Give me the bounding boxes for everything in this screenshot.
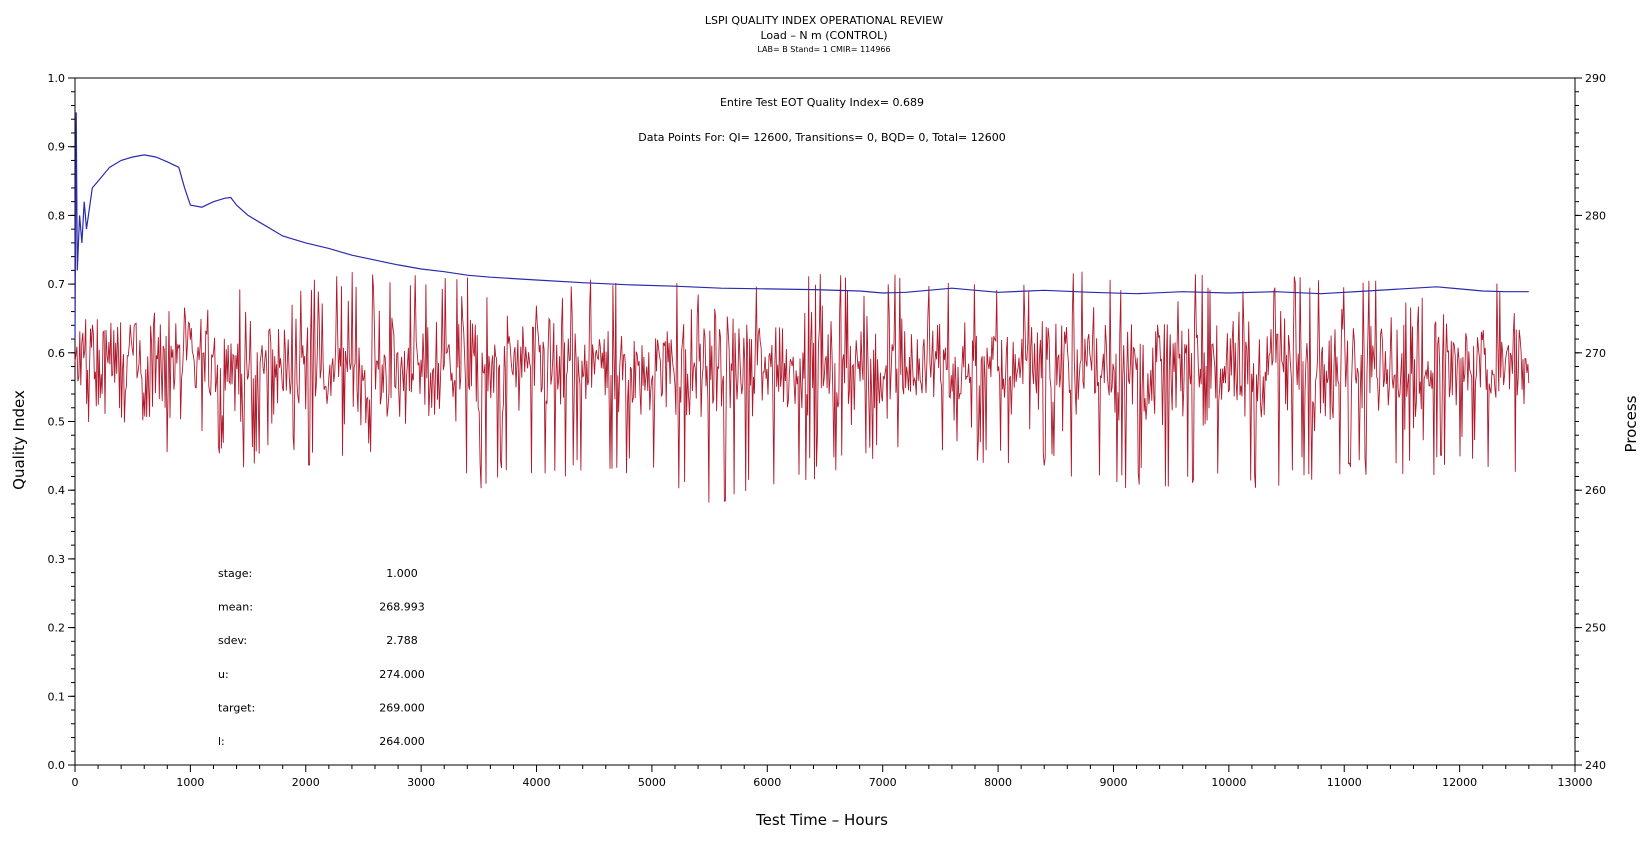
process-line (74, 271, 1530, 503)
stat-value: 268.993 (379, 601, 425, 614)
x-tick-label: 7000 (869, 776, 897, 789)
points-annotation: Data Points For: QI= 12600, Transitions=… (638, 131, 1006, 144)
x-tick-label: 5000 (638, 776, 666, 789)
y-left-tick-label: 0.1 (48, 690, 66, 703)
eot-annotation: Entire Test EOT Quality Index= 0.689 (720, 96, 924, 109)
stat-label: sdev: (218, 634, 247, 647)
stat-value: 264.000 (379, 735, 425, 748)
y-left-tick-label: 0.3 (48, 553, 66, 566)
y-right-tick-label: 280 (1585, 209, 1606, 222)
y-left-tick-label: 0.7 (48, 278, 66, 291)
y-left-tick-label: 1.0 (48, 72, 66, 85)
axes: 0 1000 2000 3000 4000 5000 6000 7000 8000 9000 100… (48, 72, 1607, 789)
stat-value: 2.788 (386, 634, 418, 647)
x-tick-label: 12000 (1442, 776, 1477, 789)
chart-subtitle-2: LAB= B Stand= 1 CMIR= 114966 (757, 45, 890, 54)
x-tick-label: 2000 (292, 776, 320, 789)
chart-title: LSPI QUALITY INDEX OPERATIONAL REVIEW (705, 14, 943, 27)
y-left-tick-label: 0.2 (48, 622, 66, 635)
x-tick-label: 11000 (1327, 776, 1362, 789)
y-left-tick-label: 0.6 (48, 347, 66, 360)
y-right-tick-label: 290 (1585, 72, 1606, 85)
x-tick-label: 0 (72, 776, 79, 789)
stat-label: l: (218, 735, 225, 748)
series-quality-index (74, 112, 1529, 340)
series-process (74, 271, 1530, 503)
x-tick-label: 4000 (523, 776, 551, 789)
y-right-tick-label: 250 (1585, 622, 1606, 635)
stat-value: 269.000 (379, 701, 425, 714)
stat-label: mean: (218, 601, 253, 614)
quality-index-line (74, 112, 1529, 340)
stat-label: stage: (218, 567, 252, 580)
y-axis-label-left: Quality Index (10, 390, 28, 490)
y-left-tick-label: 0.8 (48, 209, 66, 222)
stats-block: stage: 1.000 mean: 268.993 sdev: 2.788 u: 274.0… (218, 567, 425, 748)
y-right-tick-label: 270 (1585, 347, 1606, 360)
stat-value: 274.000 (379, 668, 425, 681)
x-tick-label: 3000 (407, 776, 435, 789)
x-tick-label: 10000 (1211, 776, 1246, 789)
y-left-tick-label: 0.0 (48, 759, 66, 772)
stat-label: target: (218, 701, 255, 714)
x-tick-label: 8000 (984, 776, 1012, 789)
stat-label: u: (218, 668, 229, 681)
x-tick-label: 6000 (753, 776, 781, 789)
y-left-tick-label: 0.4 (48, 484, 66, 497)
x-tick-label: 9000 (1099, 776, 1127, 789)
plot-frame (74, 77, 1576, 766)
stat-value: 1.000 (386, 567, 418, 580)
y-right-tick-label: 240 (1585, 759, 1606, 772)
y-left-tick-label: 0.5 (48, 416, 66, 429)
chart-subtitle: Load – N m (CONTROL) (760, 29, 887, 42)
x-tick-label: 1000 (176, 776, 204, 789)
x-tick-label: 13000 (1558, 776, 1593, 789)
y-axis-label-right: Process (1622, 395, 1640, 452)
x-axis-label: Test Time – Hours (755, 811, 888, 829)
y-left-tick-label: 0.9 (48, 141, 66, 154)
y-right-tick-label: 260 (1585, 484, 1606, 497)
